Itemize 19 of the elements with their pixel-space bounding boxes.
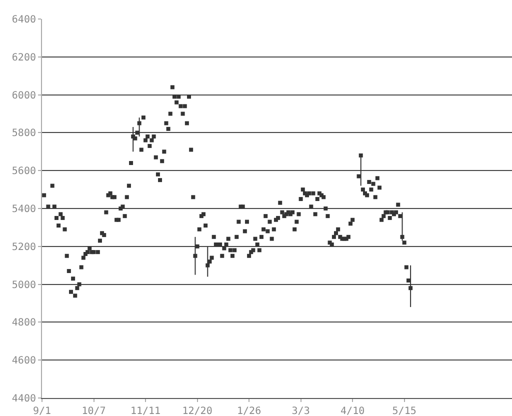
y-tick-label: 6000 <box>12 90 36 102</box>
y-tick-label: 4600 <box>12 356 36 367</box>
x-tick-label: 11/11 <box>130 406 161 416</box>
x-tick-label: 4/10 <box>340 406 365 416</box>
y-tick-label: 6200 <box>12 52 36 64</box>
x-tick-label: 12/20 <box>182 406 212 416</box>
y-tick-label: 5800 <box>12 128 36 140</box>
y-tick-label: 5200 <box>12 242 36 253</box>
y-tick-label: 6400 <box>12 14 36 26</box>
x-tick-label: 10/7 <box>82 406 106 416</box>
x-tick-label: 9/1 <box>32 406 52 416</box>
y-tick-label: 5400 <box>12 204 36 215</box>
y-tick-label: 5600 <box>12 166 36 178</box>
y-tick-label: 5000 <box>12 280 36 291</box>
x-tick-label: 3/3 <box>292 406 310 416</box>
x-tick-label: 5/15 <box>392 406 416 416</box>
y-tick-label: 4800 <box>12 318 36 329</box>
y-tick-label: 4400 <box>12 394 36 404</box>
x-tick-label: 1/26 <box>237 406 262 416</box>
